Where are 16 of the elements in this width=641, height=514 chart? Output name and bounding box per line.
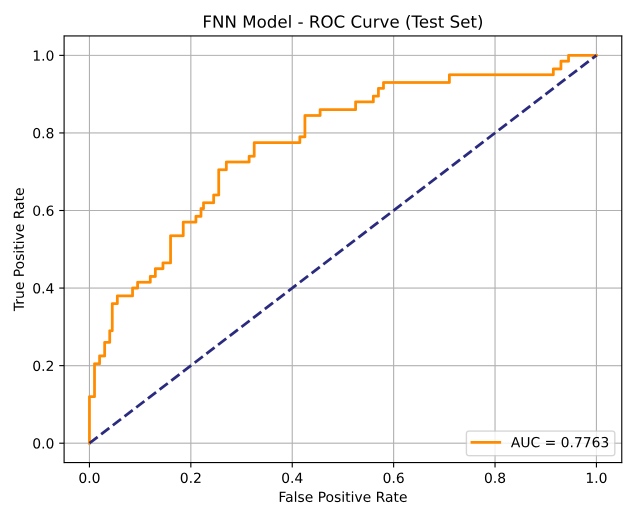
y-tick-label: 0.6: [33, 205, 54, 216]
x-tick-label: 0.4: [282, 472, 303, 484]
x-axis-title: False Positive Rate: [280, 491, 407, 502]
x-tick-label: 0.8: [484, 472, 506, 484]
y-tick-label: 0.4: [33, 283, 54, 294]
x-tick-label: 1.0: [586, 472, 607, 484]
y-tick-label: 0.0: [33, 438, 54, 449]
legend-label: AUC = 0.7763: [510, 436, 608, 448]
x-tick-label: 0.0: [79, 472, 100, 484]
x-tick-label: 0.6: [384, 472, 404, 484]
y-tick-label: 0.8: [33, 128, 54, 138]
x-tick-label: 0.2: [180, 472, 200, 484]
y-tick-label: 0.2: [33, 360, 53, 372]
chart-title: FNN Model - ROC Curve (Test Set): [204, 14, 482, 30]
y-axis-title: True Positive Rate: [13, 188, 24, 312]
y-tick-label: 1.0: [34, 50, 54, 61]
